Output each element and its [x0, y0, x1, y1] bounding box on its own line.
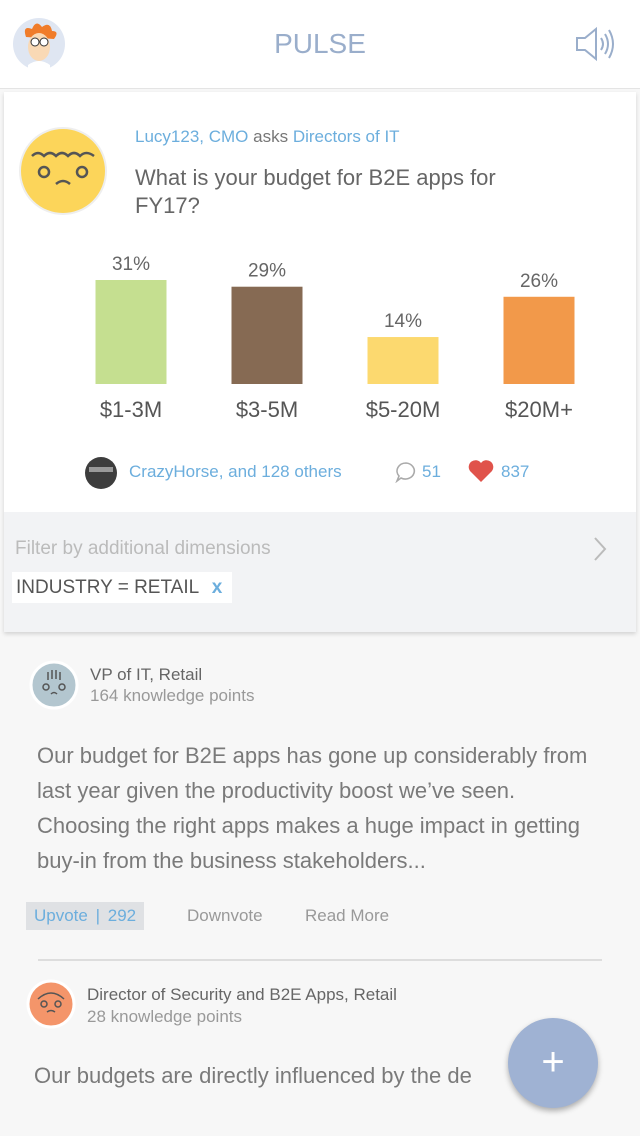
answer-avatar — [26, 979, 76, 1029]
comment-count[interactable]: 51 — [422, 462, 441, 481]
answer-role: Director of Security and B2E Apps, Retai… — [87, 985, 397, 1004]
answer-text: Our budget for B2E apps has gone up cons… — [37, 743, 588, 873]
read-more-button[interactable]: Read More — [305, 906, 390, 925]
filter-prompt[interactable]: Filter by additional dimensions — [15, 538, 271, 559]
answer-role: VP of IT, Retail — [90, 665, 203, 684]
like-icon[interactable] — [467, 459, 495, 483]
chip-label: INDUSTRY = RETAIL — [16, 577, 199, 598]
category-label: $5-20M — [366, 397, 441, 422]
divider — [38, 959, 602, 961]
answer-avatar — [29, 660, 79, 710]
upvote-separator: | — [95, 906, 101, 925]
add-button[interactable]: + — [508, 1018, 598, 1108]
question-text: What is your budget for B2E apps for FY1… — [135, 165, 496, 218]
bar — [95, 280, 167, 384]
answer-points: 28 knowledge points — [87, 1007, 243, 1026]
filter-section: Filter by additional dimensions INDUSTRY… — [4, 512, 636, 632]
category-label: $3-5M — [236, 397, 298, 422]
category-label: $1-3M — [100, 397, 162, 422]
profile-avatar[interactable] — [12, 17, 66, 71]
value-label: 31% — [112, 254, 150, 275]
value-label: 29% — [248, 261, 286, 282]
bar — [503, 296, 575, 384]
asker-name[interactable]: Lucy123, CMO — [135, 127, 249, 146]
value-label: 14% — [384, 311, 422, 332]
chip-remove[interactable]: x — [211, 577, 223, 598]
app-title: PULSE — [274, 28, 366, 59]
upvote-button[interactable]: Upvote | 292 — [26, 902, 145, 930]
question-meta: Lucy123, CMO asks Directors of IT — [135, 127, 400, 147]
like-count[interactable]: 837 — [501, 462, 530, 481]
downvote-button[interactable]: Downvote — [187, 906, 263, 925]
upvote-count: 292 — [107, 906, 137, 925]
upvote-label: Upvote — [34, 906, 88, 925]
answer-text: Our budgets are directly influenced by t… — [34, 1063, 472, 1088]
value-label: 26% — [520, 271, 558, 292]
header: PULSE — [0, 0, 640, 89]
comment-icon — [395, 462, 416, 483]
audience[interactable]: Directors of IT — [292, 127, 400, 146]
question-card: Lucy123, CMO asks Directors of IT What i… — [4, 92, 636, 632]
participants[interactable]: CrazyHorse, and 128 others — [129, 462, 342, 481]
asker-avatar — [19, 127, 107, 215]
sound-button[interactable] — [574, 26, 618, 62]
category-label: $20M+ — [505, 397, 573, 422]
chart: 31% $1-3M 29% $3-5M 14% $5-20M 26% $20M+ — [95, 254, 575, 422]
filter-chevron[interactable] — [592, 536, 608, 562]
answer-points: 164 knowledge points — [90, 686, 255, 705]
participant-avatar — [85, 457, 117, 489]
asks: asks — [253, 127, 289, 146]
filter-chip: INDUSTRY = RETAIL x — [12, 572, 233, 603]
bar — [367, 337, 439, 384]
bar — [231, 286, 303, 384]
